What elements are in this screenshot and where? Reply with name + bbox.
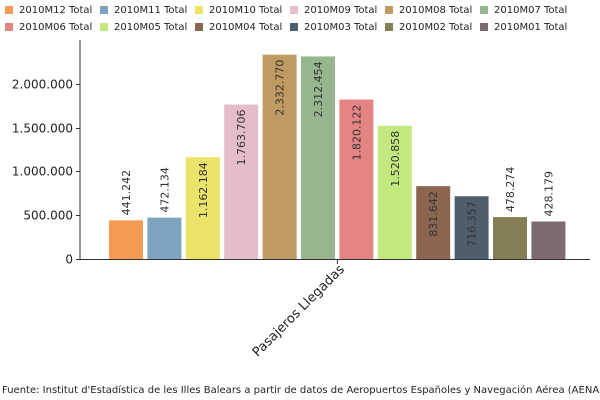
data-label: 2.332.770 (274, 60, 287, 116)
legend-label: 2010M02 Total (399, 21, 473, 33)
legend-label: 2010M09 Total (304, 4, 378, 16)
data-label: 716.357 (466, 201, 479, 247)
legend-item[interactable]: 2010M10 Total (195, 3, 282, 17)
y-tick-label: 2.000.000 (12, 78, 73, 92)
legend-swatch (100, 6, 108, 14)
bar (416, 186, 451, 259)
bar (377, 125, 412, 259)
legend-swatch (290, 6, 298, 14)
bar (185, 157, 220, 259)
legend-swatch (480, 6, 488, 14)
legend-item[interactable]: 2010M07 Total (480, 3, 567, 17)
y-tick-label: 1.000.000 (12, 165, 73, 179)
legend-item[interactable]: 2010M12 Total (5, 3, 92, 17)
legend-label: 2010M10 Total (209, 4, 283, 16)
legend-label: 2010M03 Total (304, 21, 378, 33)
legend-label: 2010M11 Total (114, 4, 188, 16)
data-label: 1.820.122 (350, 105, 363, 161)
data-label: 831.642 (427, 191, 440, 237)
legend-label: 2010M06 Total (19, 21, 93, 33)
bar (262, 54, 297, 259)
legend-item[interactable]: 2010M02 Total (385, 20, 472, 34)
data-label: 472.134 (158, 167, 171, 213)
bar (493, 217, 527, 259)
legend-label: 2010M08 Total (399, 4, 473, 16)
y-tick-label: 1.500.000 (12, 122, 73, 136)
legend-swatch (385, 23, 393, 31)
y-tick-label: 500.000 (23, 209, 73, 223)
legend-label: 2010M01 Total (494, 21, 568, 33)
legend-swatch (100, 23, 108, 31)
legend-item[interactable]: 2010M09 Total (290, 3, 377, 17)
legend-item[interactable]: 2010M01 Total (480, 20, 567, 34)
legend-swatch (5, 6, 13, 14)
data-label: 1.162.184 (197, 162, 210, 218)
legend-item[interactable]: 2010M06 Total (5, 20, 92, 34)
bar (147, 217, 182, 259)
legend-swatch (385, 6, 393, 14)
chart-legend: 2010M12 Total 2010M11 Total 2010M10 Total 2… (0, 0, 600, 40)
bar (531, 221, 566, 259)
legend-swatch (480, 23, 488, 31)
bar (339, 99, 374, 259)
legend-swatch (195, 6, 203, 14)
legend-label: 2010M05 Total (114, 21, 188, 33)
source-note: Fuente: Institut d'Estadística de les Il… (2, 385, 600, 396)
data-label: 428.179 (542, 171, 555, 217)
legend-item[interactable]: 2010M08 Total (385, 3, 472, 17)
legend-item[interactable]: 2010M03 Total (290, 20, 377, 34)
y-tick-label: 0 (65, 253, 73, 267)
bar-chart: 0 500.000 1.000.000 1.500.000 2.000.000 441.2… (12, 40, 590, 360)
data-label: 2.312.454 (312, 61, 325, 117)
legend-label: 2010M07 Total (494, 4, 568, 16)
legend-item[interactable]: 2010M11 Total (100, 3, 187, 17)
legend-swatch (195, 23, 203, 31)
legend-label: 2010M04 Total (209, 21, 283, 33)
bar (301, 56, 335, 259)
legend-swatch (290, 23, 298, 31)
x-tick-label: Pasajeros Llegadas (250, 262, 348, 360)
data-label: 1.520.858 (389, 131, 402, 187)
data-label: 1.763.706 (235, 109, 248, 165)
data-label: 441.242 (120, 170, 133, 216)
bar (224, 104, 259, 259)
legend-label: 2010M12 Total (19, 4, 93, 16)
legend-swatch (5, 23, 13, 31)
bar (454, 196, 489, 259)
data-label: 478.274 (504, 167, 517, 213)
bar (109, 220, 143, 259)
legend-item[interactable]: 2010M04 Total (195, 20, 282, 34)
legend-item[interactable]: 2010M05 Total (100, 20, 187, 34)
